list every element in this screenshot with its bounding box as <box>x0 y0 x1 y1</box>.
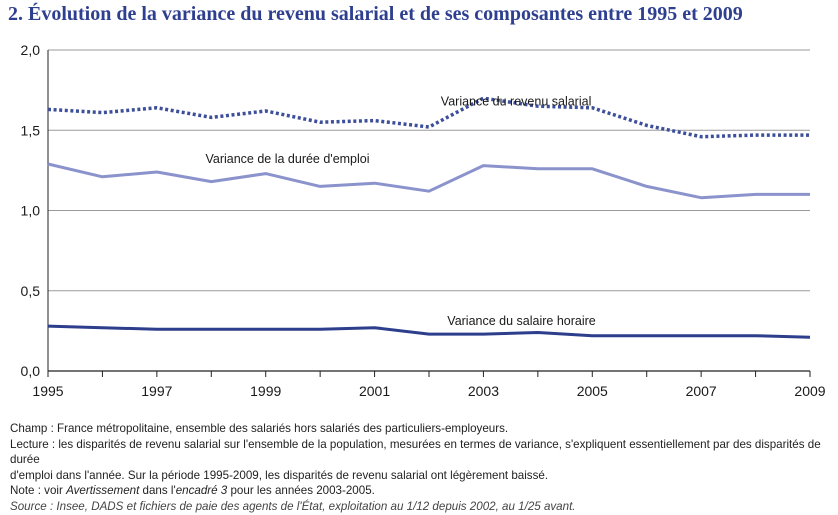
chart-notes: Champ : France métropolitaine, ensemble … <box>10 421 836 515</box>
y-tick-label: 0,5 <box>21 283 41 299</box>
y-tick-label: 0,0 <box>21 363 41 379</box>
x-tick-label: 1997 <box>141 383 172 399</box>
x-tick-label: 2005 <box>577 383 608 399</box>
lecture-note-line2: d'emploi dans l'année. Sur la période 19… <box>10 468 549 482</box>
series-label-2: Variance de la durée d'emploi <box>205 152 369 166</box>
note-encadre: encadré 3 <box>175 484 228 498</box>
champ-note: Champ : France métropolitaine, ensemble … <box>10 422 509 435</box>
note-avertissement: Avertissement <box>66 484 140 498</box>
series-line-2 <box>47 162 810 200</box>
note-suffix: pour les années 2003-2005. <box>227 484 375 498</box>
x-tick-label: 2009 <box>794 383 825 399</box>
series-line-1 <box>47 96 810 139</box>
line-chart: 0,0 0,5 1,0 1,5 2,0 1995 1997 1999 2001 2003 2005… <box>21 42 826 399</box>
x-axis-tick-labels: 1995 1997 1999 2001 2003 2005 2007 2009 <box>32 383 825 399</box>
y-tick-label: 1,5 <box>21 122 41 138</box>
axes <box>47 50 811 377</box>
series-lines <box>47 96 811 339</box>
lecture-note-line1: Lecture : les disparités de revenu salar… <box>10 437 821 467</box>
y-tick-label: 2,0 <box>21 42 41 58</box>
x-tick-label: 1999 <box>250 383 281 399</box>
note-mid: dans l' <box>139 484 176 498</box>
series-labels: Variance du revenu salarial Variance de l… <box>205 94 595 328</box>
x-tick-label: 2001 <box>359 383 390 399</box>
note-prefix: Note : voir <box>10 484 67 498</box>
x-tick-label: 2007 <box>686 383 717 399</box>
chart-title: 2. Évolution de la variance du revenu sa… <box>8 3 743 25</box>
x-tick-label: 2003 <box>468 383 499 399</box>
x-tick-label: 1995 <box>32 383 63 399</box>
grid-lines <box>48 49 810 292</box>
series-label-3: Variance du salaire horaire <box>447 314 596 328</box>
series-line-3 <box>47 324 811 339</box>
note-line: Note : voir Avertissement dans l'encadré… <box>10 483 836 499</box>
y-axis-tick-labels: 0,0 0,5 1,0 1,5 2,0 <box>21 42 41 379</box>
y-tick-label: 1,0 <box>21 203 41 219</box>
source-note: Source : Insee, DADS et fichiers de paie… <box>10 499 576 513</box>
series-label-1: Variance du revenu salarial <box>441 94 592 108</box>
